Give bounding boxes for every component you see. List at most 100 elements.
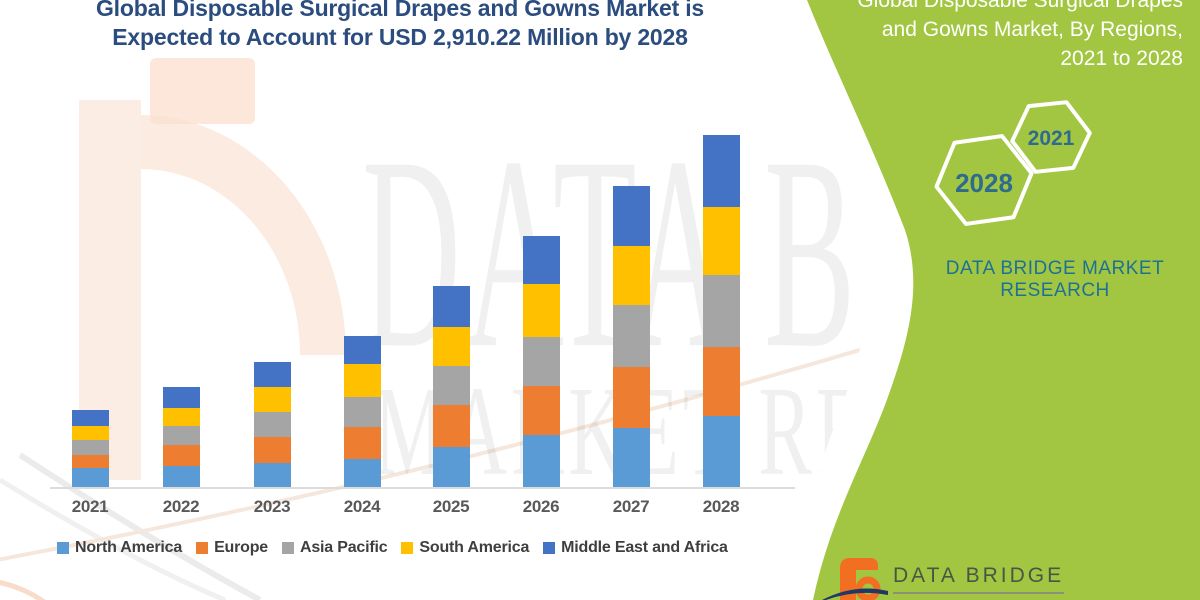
bar-segment [254, 361, 291, 388]
footer-logo-swoosh-icon [822, 588, 888, 600]
bar-stack-2026 [523, 236, 560, 487]
bar-segment [523, 386, 560, 435]
bar-segment [703, 416, 740, 487]
bar-segment [523, 283, 560, 338]
page-title: Global Disposable Surgical Drapes and Go… [30, 0, 770, 52]
legend-item: Middle East and Africa [543, 539, 728, 557]
panel-heading-line2: and Gowns Market, By Regions, [881, 18, 1183, 41]
panel-heading-line3: 2021 to 2028 [1060, 47, 1183, 70]
gray-swoosh-arc [18, 452, 262, 600]
bar-segment [254, 387, 291, 413]
x-axis-label: 2022 [162, 497, 200, 516]
legend-item: Europe [196, 539, 268, 557]
bar-segment [523, 236, 560, 284]
bar-segment [344, 397, 381, 428]
bar-segment [433, 286, 470, 328]
legend-label: Asia Pacific [299, 539, 388, 556]
hexagon-2021-label: 2021 [1027, 127, 1075, 150]
hexagon-2028-icon [934, 134, 1034, 226]
bar-segment [523, 337, 560, 387]
bar-segment [433, 405, 470, 447]
page-title-line1: Global Disposable Surgical Drapes and Go… [95, 0, 705, 21]
x-axis-label: 2023 [253, 497, 291, 516]
bar-segment [703, 274, 740, 348]
bar-stack-2027 [613, 186, 650, 487]
legend-swatch-icon [57, 542, 69, 554]
green-panel-shape [807, 0, 1200, 600]
bar-stack-2024 [344, 335, 381, 487]
x-axis-label: 2027 [612, 497, 650, 516]
x-axis-label: 2024 [343, 497, 381, 516]
legend-swatch-icon [196, 542, 209, 554]
x-axis-label: 2025 [432, 497, 470, 516]
bar-segment [344, 458, 381, 487]
bar-segment [703, 206, 740, 275]
hexagon-2021-icon [1010, 100, 1092, 174]
panel-brand-line2: RESEARCH [1000, 280, 1110, 301]
x-axis-label: 2028 [702, 497, 740, 516]
bar-segment [72, 410, 109, 427]
x-axis-line [50, 487, 795, 489]
pale-logo-arm-shape [150, 58, 255, 124]
page-title-line2: Expected to Account for USD 2,910.22 Mil… [112, 24, 688, 50]
footer-logo-title: DATA BRIDGE [893, 564, 1065, 594]
bar-segment [163, 426, 200, 446]
legend-label: Middle East and Africa [561, 539, 728, 556]
pale-logo-bowl-shape [141, 115, 346, 355]
panel-heading-line1: Global Disposable Surgical Drapes [857, 0, 1183, 12]
bar-segment [163, 466, 200, 487]
bar-segment [344, 427, 381, 459]
legend-item: Asia Pacific [281, 539, 388, 557]
legend-label: South America [419, 539, 530, 556]
bar-segment [703, 347, 740, 417]
bar-segment [613, 304, 650, 368]
x-axis-label: 2026 [522, 497, 560, 516]
bar-segment [613, 245, 650, 305]
bar-segment [433, 327, 470, 367]
bar-segment [344, 363, 381, 398]
panel-brand-line1: DATA BRIDGE MARKET [945, 258, 1165, 279]
gray-swoosh-arc-outer [0, 477, 226, 600]
bar-segment [163, 386, 200, 408]
bar-segment [523, 434, 560, 487]
bar-segment [163, 445, 200, 467]
legend-item: South America [401, 539, 529, 557]
bar-stack-2021 [72, 410, 109, 487]
bar-segment [613, 186, 650, 246]
legend-label: North America [75, 539, 183, 556]
panel-heading: Global Disposable Surgical Drapes and Go… [763, 0, 1183, 73]
panel-brand-text: DATA BRIDGE MARKET RESEARCH [935, 258, 1175, 302]
legend-label: Europe [214, 539, 268, 556]
legend-swatch-icon [543, 542, 556, 554]
bar-stack-2022 [163, 386, 200, 487]
bar-segment [254, 412, 291, 438]
bar-segment [613, 428, 650, 487]
legend-swatch-icon [281, 542, 294, 554]
bar-segment [254, 437, 291, 463]
bar-segment [613, 367, 650, 428]
footer-logo: DATA BRIDGE MARKET RESEARCH [893, 564, 1113, 600]
legend-item: North America [57, 539, 182, 557]
hexagon-2028-label: 2028 [955, 168, 1013, 198]
legend-swatch-icon [401, 542, 414, 554]
bar-segment [433, 366, 470, 406]
bar-segment [344, 335, 381, 364]
bar-stack-2025 [433, 286, 470, 487]
bar-segment [72, 439, 109, 455]
bar-segment [72, 468, 109, 487]
bar-stack-2023 [254, 361, 291, 487]
bar-stack-2028 [703, 135, 740, 487]
bar-segment [254, 462, 291, 487]
x-axis-label: 2021 [71, 497, 109, 516]
bar-segment [72, 426, 109, 440]
bar-segment [163, 407, 200, 427]
legend: North America Europe Asia Pacific South Ame… [57, 539, 728, 557]
bar-segment [703, 135, 740, 207]
bar-segment [433, 447, 470, 487]
footer-logo-subtitle: MARKET RESEARCH [893, 597, 1113, 600]
bar-segment [72, 454, 109, 468]
footer-logo-b-icon [840, 558, 878, 600]
